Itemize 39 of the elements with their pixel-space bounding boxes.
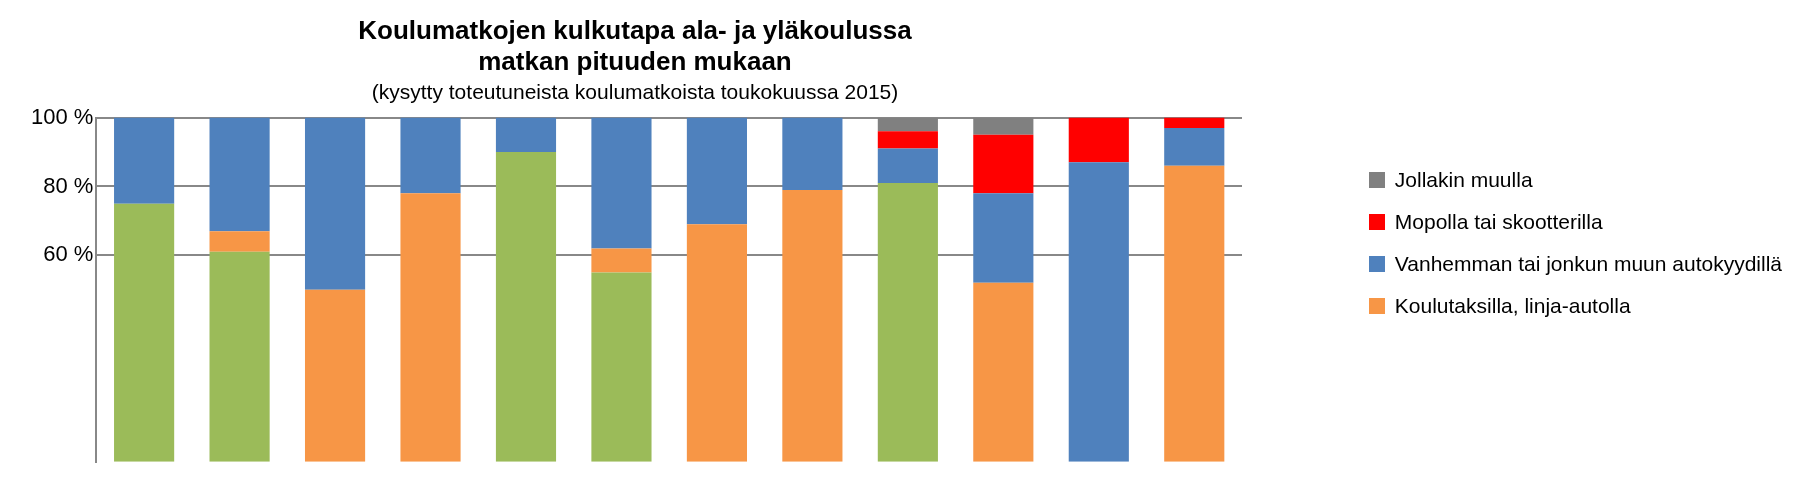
chart-subtitle: (kysytty toteutuneista koulumatkoista toukokuussa 2015)	[371, 79, 899, 103]
bar	[495, 152, 557, 462]
bar	[686, 117, 747, 225]
bar	[400, 117, 461, 194]
bar	[114, 117, 175, 204]
legend-label: Vanhemman tai jonkun muun autokyydillä	[1394, 252, 1782, 276]
bar	[591, 272, 652, 462]
bar	[209, 117, 270, 232]
y-tick-label: 60 %	[43, 241, 94, 267]
bar	[1164, 127, 1225, 166]
bar	[686, 224, 747, 462]
y-tick-label: 80 %	[43, 172, 94, 198]
bar	[304, 289, 366, 462]
bar	[1164, 165, 1225, 462]
bar	[1068, 117, 1129, 163]
bar	[1164, 117, 1225, 128]
bar	[973, 193, 1034, 283]
bar	[782, 189, 843, 462]
text: matkan pituuden mukaan	[478, 45, 792, 76]
legend-label: Mopolla tai skootterilla	[1394, 210, 1603, 234]
bar	[973, 134, 1034, 194]
bar	[782, 117, 843, 190]
bar	[209, 251, 270, 462]
bar	[591, 117, 652, 249]
bar	[877, 183, 938, 462]
bar	[1068, 162, 1129, 462]
bar	[877, 148, 938, 183]
bar	[877, 131, 938, 149]
bar	[400, 193, 461, 462]
y-tick-label: 100 %	[30, 103, 94, 129]
bar	[973, 282, 1034, 462]
bar	[304, 117, 366, 290]
legend-label: Koulutaksilla, linja-autolla	[1394, 294, 1631, 318]
bar	[591, 248, 652, 273]
bar	[114, 203, 175, 462]
legend-label: Jollakin muulla	[1394, 168, 1533, 192]
bar	[495, 117, 557, 153]
text: Koulumatkojen kulkutapa ala- ja yläkoulussa	[358, 14, 912, 45]
bar	[209, 231, 270, 252]
